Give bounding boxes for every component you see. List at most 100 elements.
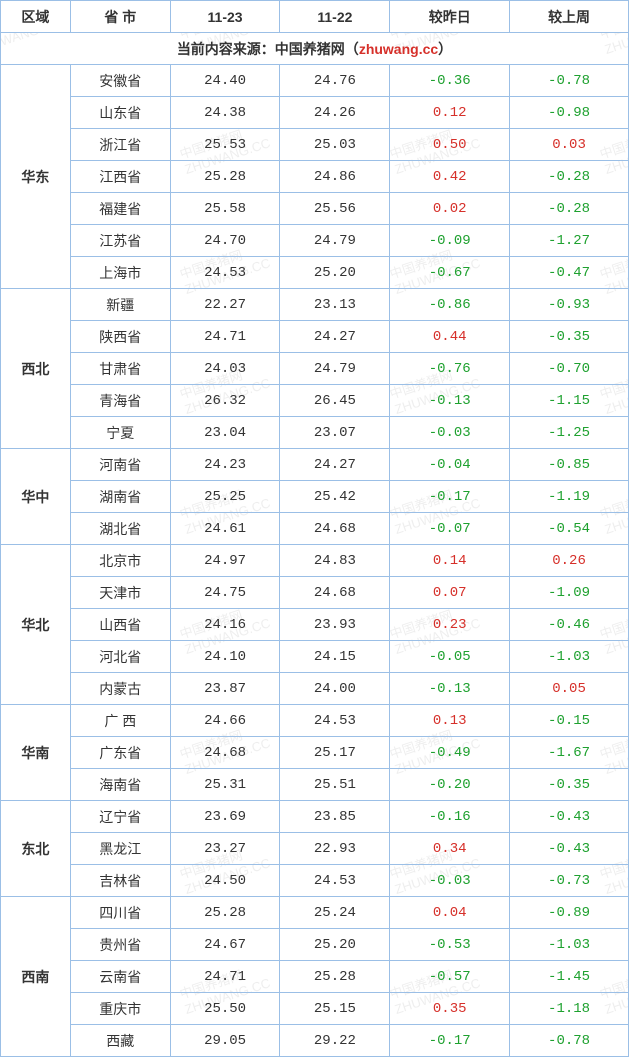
header-date2: 11-22 xyxy=(280,1,390,33)
province-cell: 湖北省 xyxy=(70,513,170,545)
diff-day-cell: -0.03 xyxy=(390,865,510,897)
diff-week-cell: -0.85 xyxy=(510,449,629,481)
diff-week-cell: -0.43 xyxy=(510,833,629,865)
value-date2: 25.03 xyxy=(280,129,390,161)
region-cell: 华北 xyxy=(1,545,71,705)
province-cell: 辽宁省 xyxy=(70,801,170,833)
table-row: 华中河南省24.2324.27-0.04-0.85 xyxy=(1,449,629,481)
diff-day-cell: -0.17 xyxy=(390,1025,510,1057)
table-row: 山东省24.3824.260.12-0.98 xyxy=(1,97,629,129)
diff-day-cell: 0.50 xyxy=(390,129,510,161)
value-date2: 24.83 xyxy=(280,545,390,577)
value-date2: 24.79 xyxy=(280,353,390,385)
value-date2: 24.00 xyxy=(280,673,390,705)
region-cell: 西北 xyxy=(1,289,71,449)
province-cell: 北京市 xyxy=(70,545,170,577)
diff-week-cell: 0.05 xyxy=(510,673,629,705)
province-cell: 青海省 xyxy=(70,385,170,417)
value-date2: 26.45 xyxy=(280,385,390,417)
table-row: 宁夏23.0423.07-0.03-1.25 xyxy=(1,417,629,449)
province-cell: 江西省 xyxy=(70,161,170,193)
diff-day-cell: -0.53 xyxy=(390,929,510,961)
table-row: 东北辽宁省23.6923.85-0.16-0.43 xyxy=(1,801,629,833)
diff-week-cell: -0.47 xyxy=(510,257,629,289)
price-table: 区域 省 市 11-23 11-22 较昨日 较上周 当前内容来源：中国养猪网（… xyxy=(0,0,629,1057)
province-cell: 云南省 xyxy=(70,961,170,993)
header-province: 省 市 xyxy=(70,1,170,33)
value-date1: 25.31 xyxy=(170,769,280,801)
value-date1: 24.50 xyxy=(170,865,280,897)
diff-week-cell: 0.26 xyxy=(510,545,629,577)
table-row: 湖北省24.6124.68-0.07-0.54 xyxy=(1,513,629,545)
source-prefix: 当前内容来源：中国养猪网（ xyxy=(177,41,359,57)
diff-day-cell: -0.13 xyxy=(390,385,510,417)
table-row: 贵州省24.6725.20-0.53-1.03 xyxy=(1,929,629,961)
diff-day-cell: 0.44 xyxy=(390,321,510,353)
source-row: 当前内容来源：中国养猪网（zhuwang.cc） xyxy=(1,33,629,65)
source-suffix: ） xyxy=(438,41,452,57)
table-row: 天津市24.7524.680.07-1.09 xyxy=(1,577,629,609)
diff-week-cell: -1.15 xyxy=(510,385,629,417)
table-row: 华北北京市24.9724.830.140.26 xyxy=(1,545,629,577)
table-row: 内蒙古23.8724.00-0.130.05 xyxy=(1,673,629,705)
value-date1: 24.61 xyxy=(170,513,280,545)
value-date1: 24.10 xyxy=(170,641,280,673)
value-date1: 24.75 xyxy=(170,577,280,609)
province-cell: 四川省 xyxy=(70,897,170,929)
diff-day-cell: -0.03 xyxy=(390,417,510,449)
value-date2: 24.86 xyxy=(280,161,390,193)
diff-week-cell: -0.35 xyxy=(510,321,629,353)
diff-week-cell: 0.03 xyxy=(510,129,629,161)
diff-day-cell: -0.57 xyxy=(390,961,510,993)
value-date2: 23.93 xyxy=(280,609,390,641)
value-date2: 25.24 xyxy=(280,897,390,929)
value-date2: 25.28 xyxy=(280,961,390,993)
diff-week-cell: -1.19 xyxy=(510,481,629,513)
province-cell: 西藏 xyxy=(70,1025,170,1057)
value-date2: 24.68 xyxy=(280,577,390,609)
table-row: 江西省25.2824.860.42-0.28 xyxy=(1,161,629,193)
value-date2: 24.68 xyxy=(280,513,390,545)
diff-day-cell: 0.12 xyxy=(390,97,510,129)
table-row: 青海省26.3226.45-0.13-1.15 xyxy=(1,385,629,417)
value-date1: 23.87 xyxy=(170,673,280,705)
value-date1: 24.97 xyxy=(170,545,280,577)
table-row: 云南省24.7125.28-0.57-1.45 xyxy=(1,961,629,993)
value-date1: 25.28 xyxy=(170,897,280,929)
value-date1: 23.27 xyxy=(170,833,280,865)
diff-week-cell: -0.73 xyxy=(510,865,629,897)
diff-week-cell: -1.18 xyxy=(510,993,629,1025)
region-cell: 东北 xyxy=(1,801,71,897)
province-cell: 江苏省 xyxy=(70,225,170,257)
value-date1: 24.70 xyxy=(170,225,280,257)
value-date1: 24.53 xyxy=(170,257,280,289)
table-row: 西南四川省25.2825.240.04-0.89 xyxy=(1,897,629,929)
province-cell: 内蒙古 xyxy=(70,673,170,705)
table-row: 华东安徽省24.4024.76-0.36-0.78 xyxy=(1,65,629,97)
diff-day-cell: -0.67 xyxy=(390,257,510,289)
table-row: 福建省25.5825.560.02-0.28 xyxy=(1,193,629,225)
value-date2: 29.22 xyxy=(280,1025,390,1057)
diff-day-cell: 0.02 xyxy=(390,193,510,225)
value-date2: 25.20 xyxy=(280,929,390,961)
table-row: 西北新疆22.2723.13-0.86-0.93 xyxy=(1,289,629,321)
diff-day-cell: -0.36 xyxy=(390,65,510,97)
province-cell: 重庆市 xyxy=(70,993,170,1025)
value-date1: 24.67 xyxy=(170,929,280,961)
province-cell: 广 西 xyxy=(70,705,170,737)
diff-day-cell: 0.42 xyxy=(390,161,510,193)
table-row: 河北省24.1024.15-0.05-1.03 xyxy=(1,641,629,673)
value-date2: 24.26 xyxy=(280,97,390,129)
diff-week-cell: -0.43 xyxy=(510,801,629,833)
diff-week-cell: -0.98 xyxy=(510,97,629,129)
table-row: 重庆市25.5025.150.35-1.18 xyxy=(1,993,629,1025)
value-date1: 24.71 xyxy=(170,321,280,353)
value-date1: 24.71 xyxy=(170,961,280,993)
header-diff-day: 较昨日 xyxy=(390,1,510,33)
value-date2: 25.51 xyxy=(280,769,390,801)
value-date2: 24.79 xyxy=(280,225,390,257)
value-date1: 24.40 xyxy=(170,65,280,97)
value-date2: 25.42 xyxy=(280,481,390,513)
value-date2: 24.53 xyxy=(280,705,390,737)
value-date2: 23.13 xyxy=(280,289,390,321)
